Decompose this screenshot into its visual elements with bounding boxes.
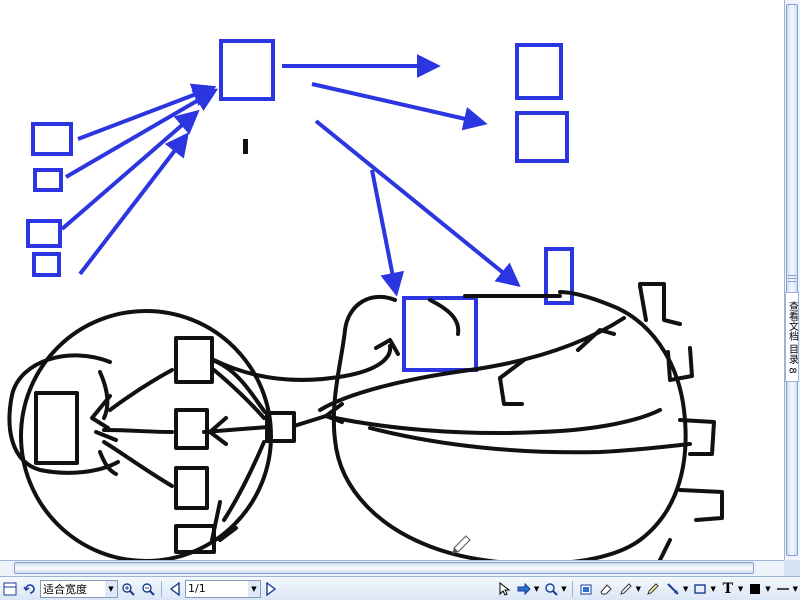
chevron-down-icon[interactable]: ▼ <box>561 584 567 593</box>
chevron-down-icon[interactable]: ▼ <box>765 584 771 593</box>
chevron-down-icon[interactable]: ▼ <box>737 584 744 593</box>
right-blob <box>331 290 688 560</box>
horizontal-scrollbar[interactable] <box>0 560 784 576</box>
page-number-field[interactable]: 1/1 ▼ <box>185 579 261 598</box>
bottom-toolbar: 适合宽度 ▼ 1/1 ▼ ▼ ▼ ▼ ▼ <box>0 576 800 600</box>
horizontal-scroll-thumb[interactable] <box>14 562 754 574</box>
next-page-icon[interactable] <box>262 580 280 598</box>
eraser-icon[interactable] <box>597 580 615 598</box>
chevron-down-icon[interactable]: ▼ <box>635 584 642 593</box>
cursor-mark <box>243 139 248 154</box>
page-number-value: 1/1 <box>188 582 206 595</box>
blue-box-left-3 <box>26 219 62 248</box>
arrow-down-1 <box>314 119 521 288</box>
arrow-left-2 <box>64 88 219 179</box>
pointer-icon[interactable] <box>495 580 513 598</box>
big-circle <box>19 309 273 560</box>
blue-box-left-4 <box>32 252 61 277</box>
chevron-down-icon: ▼ <box>248 580 260 597</box>
left-loop <box>7 353 120 475</box>
arrow-left-4 <box>78 132 189 276</box>
rotate-icon[interactable] <box>21 580 39 598</box>
toolbar-separator <box>571 580 573 597</box>
arrow-down-2 <box>370 169 405 297</box>
page-layout-icon[interactable] <box>1 580 19 598</box>
side-panel-tab[interactable]: 查看文档 目录 8 <box>785 292 799 382</box>
rectangle-icon[interactable] <box>691 580 709 598</box>
chevron-down-icon[interactable]: ▼ <box>683 584 689 593</box>
grip-line <box>788 278 796 279</box>
blue-box-right-top <box>515 43 563 100</box>
grip-line <box>788 275 796 276</box>
grip-line <box>788 281 796 282</box>
prev-page-icon[interactable] <box>166 580 184 598</box>
pencil-icon[interactable] <box>617 580 635 598</box>
black-box-left <box>34 391 79 465</box>
blue-box-left-2 <box>33 168 63 192</box>
zoom-select-value: 适合宽度 <box>43 582 87 596</box>
blue-box-lower <box>402 296 478 372</box>
fill-color-icon[interactable] <box>746 580 764 598</box>
ink-drawing <box>7 39 724 560</box>
highlighter-icon[interactable] <box>644 580 662 598</box>
snapshot-icon[interactable] <box>577 580 595 598</box>
chevron-down-icon[interactable]: ▼ <box>710 584 716 593</box>
chevron-down-icon[interactable]: ▼ <box>533 584 540 593</box>
text-icon[interactable]: T <box>722 580 734 597</box>
blue-box-center <box>219 39 275 101</box>
scroll-corner <box>784 560 800 576</box>
line-style-icon[interactable] <box>774 580 792 598</box>
vertical-scroll-thumb[interactable] <box>786 4 798 556</box>
hand-icon[interactable] <box>515 580 533 598</box>
vertical-scrollbar[interactable]: 查看文档 目录 8 <box>784 0 800 560</box>
blue-box-right-bottom <box>515 111 569 163</box>
chevron-down-icon[interactable]: ▼ <box>792 584 798 593</box>
chevron-down-icon: ▼ <box>105 580 117 597</box>
blue-box-left-1 <box>31 122 73 156</box>
zoom-in-icon[interactable] <box>119 580 137 598</box>
arrow-left-1 <box>77 83 217 141</box>
pencil-cursor-icon <box>452 535 471 554</box>
magnify-icon[interactable] <box>542 580 560 598</box>
blue-box-tall <box>544 247 574 305</box>
zoom-out-icon[interactable] <box>139 580 157 598</box>
pen-icon[interactable] <box>664 580 682 598</box>
arrow-right-2 <box>311 82 488 131</box>
toolbar-separator <box>161 580 162 597</box>
zoom-select[interactable]: 适合宽度 ▼ <box>40 579 118 598</box>
drawing-canvas[interactable] <box>0 0 784 560</box>
